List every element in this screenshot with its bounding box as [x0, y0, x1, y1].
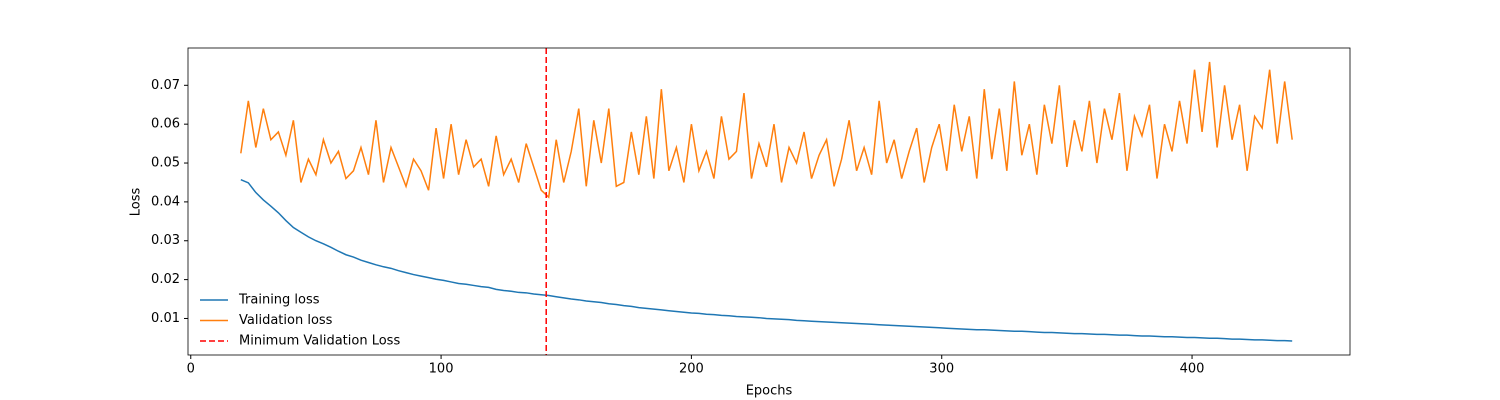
x-tick-label: 400: [1180, 362, 1205, 377]
plot-frame: [187, 47, 1351, 356]
series-line: [240, 179, 1293, 342]
legend-label: Training loss: [238, 293, 320, 308]
series-line: [240, 61, 1293, 199]
x-tick-label: 100: [429, 362, 454, 377]
x-tick-label: 300: [929, 362, 954, 377]
y-tick-label: 0.02: [151, 272, 180, 287]
y-tick-label: 0.03: [151, 233, 180, 248]
y-tick-label: 0.07: [151, 78, 180, 93]
x-axis-label: Epochs: [746, 384, 793, 399]
y-tick-label: 0.05: [151, 156, 180, 171]
y-tick-label: 0.04: [151, 194, 180, 209]
x-tick-label: 200: [679, 362, 704, 377]
legend-label: Minimum Validation Loss: [239, 334, 400, 349]
y-axis-label: Loss: [129, 188, 144, 217]
legend-label: Validation loss: [239, 313, 333, 328]
y-tick-label: 0.06: [151, 117, 180, 132]
y-tick-label: 0.01: [151, 311, 180, 326]
x-tick-label: 0: [187, 362, 195, 377]
